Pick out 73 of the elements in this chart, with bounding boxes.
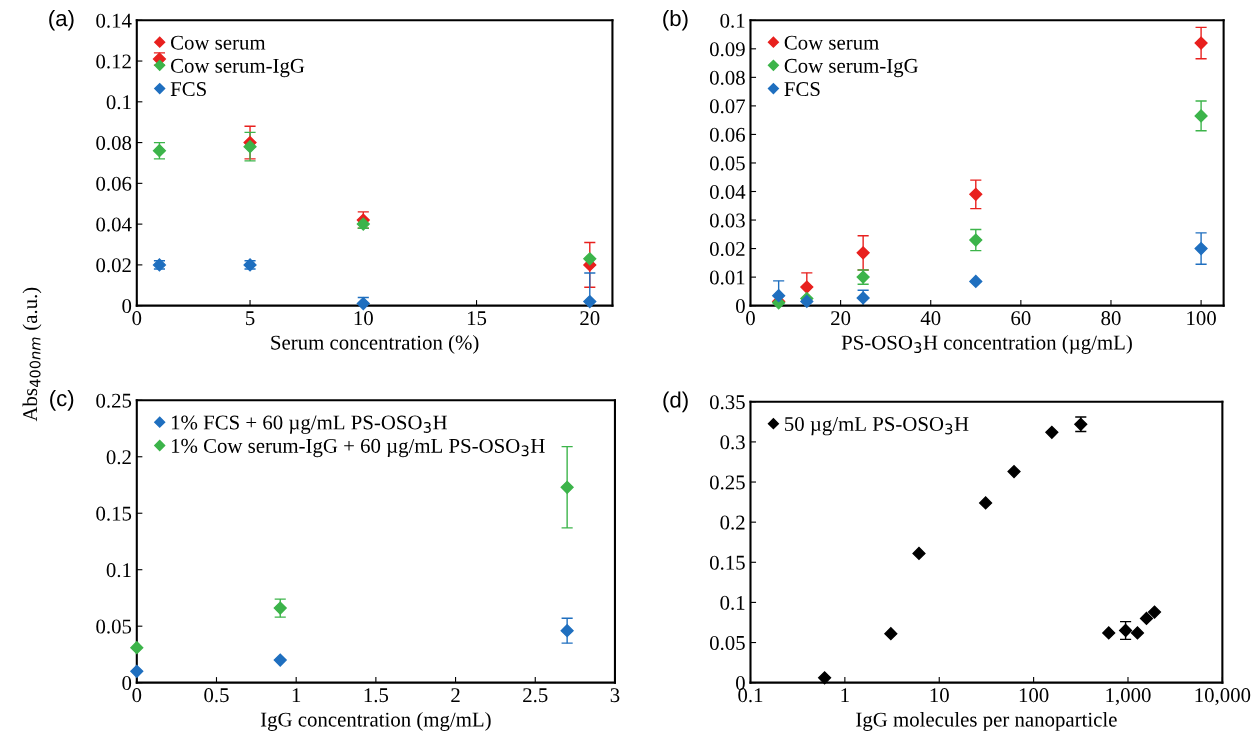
x-tick-label: 2.5 <box>523 688 548 703</box>
chart-title: (b) <box>663 9 688 31</box>
y-tick-label: 0.06 <box>96 176 132 191</box>
y-tick-label: 0 <box>122 299 132 314</box>
y-tick-label: 0.02 <box>96 258 131 273</box>
y-tick-label: 0.08 <box>96 135 132 151</box>
x-tick-label: 80 <box>1101 311 1121 326</box>
x-tick-label: 1 <box>292 688 301 702</box>
x-tick-label: 0.5 <box>204 688 229 703</box>
y-tick-label: 0.15 <box>96 506 132 521</box>
chart-title: (c) <box>50 389 74 411</box>
y-tick-label: 0.35 <box>709 395 745 410</box>
x-tick-label: 100 <box>1187 311 1216 326</box>
x-tick-label: 2 <box>451 688 460 702</box>
x-tick-label: 100 <box>1019 688 1049 703</box>
legend-label: 1% FCS + 60 µg/mL PS-OSO$_{3}$H <box>171 415 447 434</box>
legend-label: Cow serum <box>784 35 879 50</box>
y-tick-label: 0 <box>122 676 132 691</box>
x-axis-title: Serum concentration (%) <box>271 334 479 354</box>
y-tick-label: 0.1 <box>106 563 131 578</box>
y-tick-label: 0.1 <box>106 95 131 110</box>
y-tick-label: 0.01 <box>709 270 745 285</box>
y-tick-label: 0 <box>736 299 745 314</box>
y-tick-label: 0.04 <box>96 217 132 232</box>
x-tick-label: 0 <box>132 311 142 326</box>
x-tick-label: 5 <box>246 311 255 326</box>
x-tick-label: 1.5 <box>364 688 389 703</box>
y-tick-label: 0.12 <box>96 54 131 69</box>
chart-title: (d) <box>663 391 688 413</box>
legend-label: Cow serum <box>170 35 266 50</box>
legend-label: FCS <box>170 82 206 97</box>
x-tick-label: 15 <box>467 311 487 326</box>
y-tick-label: 0 <box>736 676 745 691</box>
x-tick-label: 10 <box>930 688 949 703</box>
y-tick-label: 0.3 <box>720 435 745 450</box>
x-tick-label: 3 <box>610 688 620 703</box>
x-tick-label: 10,000 <box>1195 688 1251 706</box>
y-tick-label: 0.15 <box>709 555 745 570</box>
x-tick-label: 20 <box>831 311 851 326</box>
y-tick-label: 0.14 <box>96 13 132 28</box>
x-tick-label: 10 <box>354 311 373 326</box>
x-tick-label: 1 <box>841 688 849 702</box>
y-axis-title: Abs$_{400nm}$ (a.u.) <box>22 287 42 422</box>
y-tick-label: 0.02 <box>709 241 745 257</box>
x-tick-label: 40 <box>920 311 941 326</box>
y-tick-label: 0.09 <box>709 42 745 57</box>
y-tick-label: 0.1 <box>720 13 745 28</box>
x-axis-title: PS-OSO$_{3}$H concentration (µg/mL) <box>841 334 1132 354</box>
legend-label: Cow serum-IgG <box>784 58 918 78</box>
y-tick-label: 0.04 <box>709 184 746 200</box>
x-axis-title: IgG molecules per nanoparticle <box>856 711 1117 731</box>
y-tick-label: 0.06 <box>709 127 746 142</box>
y-tick-label: 0.25 <box>709 475 745 490</box>
x-tick-label: 20 <box>580 311 600 326</box>
y-tick-label: 0.1 <box>720 595 745 610</box>
x-axis-title: IgG concentration (mg/mL) <box>260 711 491 731</box>
y-tick-label: 0.03 <box>709 213 745 228</box>
chart-title: (a) <box>49 9 74 31</box>
y-tick-label: 0.05 <box>96 619 132 634</box>
y-tick-label: 0.2 <box>106 450 131 465</box>
legend-label: 1% Cow serum-IgG + 60 µg/mL PS-OSO$_{3}$H <box>171 438 545 458</box>
x-tick-label: 1,000 <box>1106 688 1151 706</box>
legend-label: FCS <box>784 82 820 97</box>
legend-label: Cow serum-IgG <box>170 58 305 78</box>
y-tick-label: 0.07 <box>709 99 746 114</box>
legend-label: 50 µg/mL PS-OSO$_{3}$H <box>785 416 969 436</box>
y-tick-label: 0.08 <box>709 70 745 85</box>
y-tick-label: 0.2 <box>720 515 745 530</box>
x-tick-label: 0 <box>132 688 142 703</box>
y-tick-label: 0.05 <box>709 635 745 651</box>
y-tick-label: 0.25 <box>96 393 132 408</box>
x-tick-label: 60 <box>1011 311 1031 326</box>
y-tick-label: 0.05 <box>709 156 745 171</box>
